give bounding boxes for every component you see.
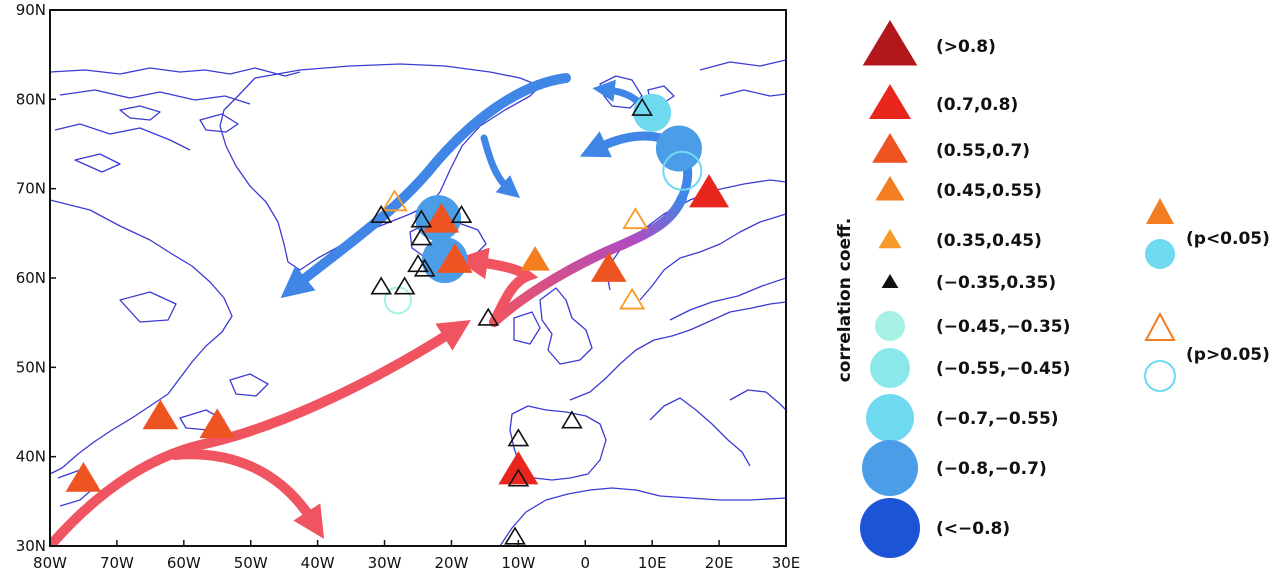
- site-triangle-marker: [520, 246, 550, 271]
- sig-triangle-icon: [1146, 198, 1174, 224]
- site-triangle-marker: [507, 428, 530, 447]
- map-frame: [49, 9, 787, 547]
- lat-label: 60N: [16, 269, 46, 287]
- site-triangle-marker: [413, 258, 436, 277]
- map-panel: 30N 40N 50N 60N 70N 80N 90N 80W 70W 60W 50W 40W 30W 2…: [16, 1, 801, 572]
- site-triangle-marker: [618, 287, 646, 310]
- site-triangle-marker: [498, 451, 539, 485]
- nonsig-triangle-icon: [1144, 311, 1176, 341]
- site-triangle-marker: [393, 276, 416, 295]
- legend-label: (−0.45,−0.35): [936, 317, 1070, 337]
- site-circle-marker: [662, 150, 703, 191]
- site-triangle-marker: [381, 189, 408, 212]
- legend-circ-icon: [862, 440, 918, 496]
- legend-label: (0.35,0.45): [936, 231, 1042, 251]
- lon-label: 30E: [772, 554, 801, 572]
- legend-tri-icon: [878, 229, 902, 249]
- legend-circ-icon: [866, 394, 914, 442]
- site-triangle-marker: [423, 202, 460, 233]
- legend-tri-icon: [862, 20, 918, 66]
- sig-circle-icon: [1145, 239, 1175, 269]
- lon-label: 70W: [100, 554, 134, 572]
- significance-legend: (p<0.05) (p>0.05): [1144, 198, 1270, 392]
- site-markers: [65, 93, 730, 545]
- site-triangle-marker: [436, 243, 473, 273]
- legend-label: (−0.8,−0.7): [936, 459, 1047, 479]
- lon-label: 80W: [33, 554, 67, 572]
- legend-label: (0.55,0.7): [936, 141, 1030, 161]
- site-triangle-marker: [65, 462, 102, 492]
- legend-label: (0.45,0.55): [936, 181, 1042, 201]
- site-triangle-marker: [631, 97, 654, 116]
- lat-label: 90N: [16, 1, 46, 19]
- legend-title: correlation coeff.: [835, 218, 855, 383]
- legend-label: (0.7,0.8): [936, 95, 1018, 115]
- lon-label: 60W: [167, 554, 201, 572]
- legend-tri-icon: [875, 176, 905, 201]
- ocean-currents: [50, 73, 693, 546]
- site-triangle-marker: [689, 174, 730, 208]
- lat-label: 80N: [16, 90, 46, 108]
- lon-label: 10E: [638, 554, 667, 572]
- site-circle-marker: [655, 125, 702, 172]
- lon-label: 0: [580, 554, 590, 572]
- lat-label: 30N: [16, 537, 46, 555]
- gulf-stream-arrow: [50, 320, 471, 546]
- nonsig-circle-icon: [1144, 360, 1176, 392]
- lon-label: 20E: [705, 554, 734, 572]
- lon-label: 20W: [434, 554, 468, 572]
- site-triangle-marker: [410, 209, 433, 228]
- site-triangle-marker: [199, 408, 236, 439]
- lon-label: 40W: [301, 554, 335, 572]
- east-greenland-current-arrow: [280, 73, 571, 299]
- site-circle-marker: [633, 93, 672, 132]
- legend-circ-icon: [870, 348, 910, 388]
- southward-branch-arrow: [170, 449, 325, 539]
- axis-ticks: 30N 40N 50N 60N 70N 80N 90N 80W 70W 60W 50W 40W 30W 2…: [16, 1, 801, 572]
- legend-label: (<−0.8): [936, 519, 1010, 539]
- site-triangle-marker: [507, 468, 530, 487]
- site-triangle-marker: [477, 307, 500, 326]
- site-triangle-marker: [622, 207, 649, 230]
- nonsig-label: (p>0.05): [1186, 345, 1270, 365]
- sig-label: (p<0.05): [1186, 229, 1270, 249]
- irminger-branch-arrow: [455, 247, 539, 327]
- greenland-sea-gyre-arrow: [480, 134, 521, 199]
- lon-label: 30W: [368, 554, 402, 572]
- legend-label: (−0.55,−0.45): [936, 359, 1070, 379]
- site-triangle-marker: [561, 410, 583, 429]
- site-triangle-marker: [142, 399, 179, 430]
- legend-tri-icon: [869, 84, 911, 119]
- lon-label: 50W: [234, 554, 268, 572]
- legend-tri-icon: [872, 133, 908, 163]
- lat-label: 70N: [16, 180, 46, 198]
- site-triangle-marker: [410, 227, 433, 246]
- lat-label: 50N: [16, 358, 46, 376]
- site-triangle-marker: [590, 252, 627, 282]
- lat-label: 40N: [16, 448, 46, 466]
- norwegian-current-arrow: [489, 193, 687, 327]
- legend-circ-icon: [860, 498, 920, 558]
- site-circle-marker: [383, 286, 412, 315]
- site-triangle-marker: [370, 204, 393, 224]
- legend-circ-icon: [875, 311, 905, 341]
- legend-items: (>0.8) (0.7,0.8) (0.55,0.7) (0.45,0.55) (0.3…: [860, 20, 1070, 558]
- legend-label: (−0.35,0.35): [936, 273, 1056, 293]
- site-triangle-marker: [370, 276, 393, 295]
- lon-label: 10W: [501, 554, 535, 572]
- legend-label: (>0.8): [936, 37, 996, 57]
- legend-label: (−0.7,−0.55): [936, 409, 1059, 429]
- legend: correlation coeff. (>0.8) (0.7,0.8) (0.55,…: [835, 20, 1270, 558]
- site-triangle-marker: [504, 526, 526, 545]
- site-triangle-marker: [450, 204, 473, 224]
- legend-tri-icon: [881, 274, 899, 288]
